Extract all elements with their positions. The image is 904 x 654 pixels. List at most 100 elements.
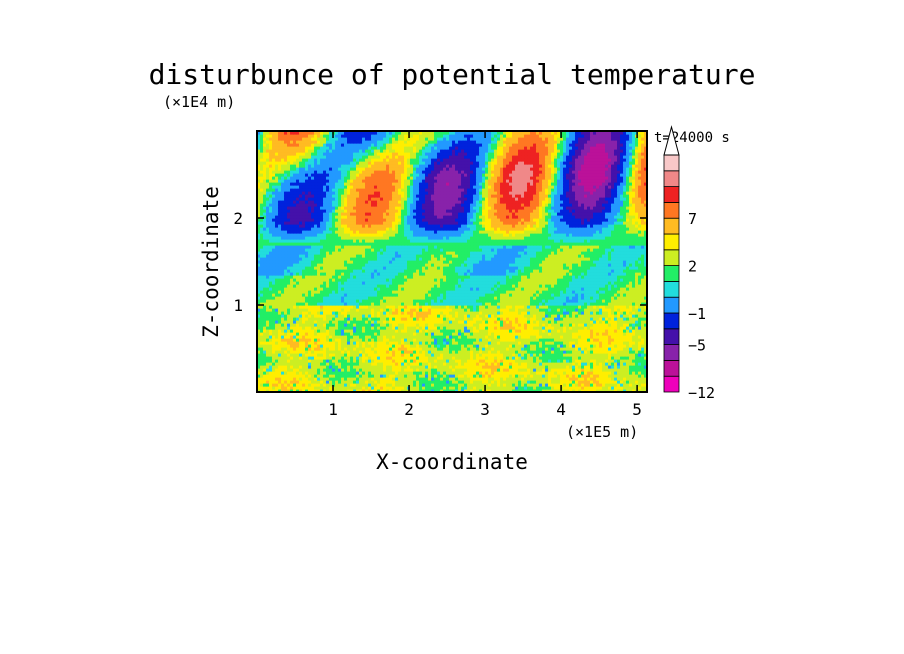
heatmap-cell bbox=[371, 314, 375, 318]
heatmap-cell bbox=[527, 290, 531, 294]
heatmap-cell bbox=[551, 347, 555, 351]
heatmap-cell bbox=[266, 338, 270, 342]
heatmap-cell bbox=[311, 353, 315, 357]
heatmap-cell bbox=[440, 278, 444, 282]
heatmap-cell bbox=[470, 338, 474, 342]
heatmap-cell bbox=[614, 347, 618, 351]
heatmap-cell bbox=[308, 275, 312, 279]
heatmap-cell bbox=[557, 332, 561, 336]
heatmap-cell bbox=[368, 344, 372, 348]
heatmap-cell bbox=[512, 323, 516, 327]
heatmap-cell bbox=[554, 287, 558, 291]
heatmap-cell bbox=[398, 377, 402, 381]
heatmap-cell bbox=[260, 302, 264, 306]
heatmap-cell bbox=[323, 302, 327, 306]
heatmap-cell bbox=[263, 380, 267, 384]
heatmap-cell bbox=[347, 302, 351, 306]
heatmap-cell bbox=[458, 359, 462, 363]
heatmap-cell bbox=[335, 377, 339, 381]
heatmap-cell bbox=[632, 386, 636, 390]
heatmap-cell bbox=[572, 305, 576, 309]
heatmap-cell bbox=[488, 335, 492, 339]
heatmap-cell bbox=[419, 302, 423, 306]
heatmap-cell bbox=[395, 362, 399, 366]
heatmap-cell bbox=[299, 371, 303, 375]
heatmap-cell bbox=[257, 353, 261, 357]
heatmap-cell bbox=[545, 332, 549, 336]
heatmap-cell bbox=[479, 326, 483, 330]
heatmap-cell bbox=[404, 359, 408, 363]
heatmap-cell bbox=[416, 365, 420, 369]
heatmap-cell bbox=[281, 383, 285, 387]
heatmap-cell bbox=[272, 347, 276, 351]
heatmap-cell bbox=[287, 284, 291, 288]
heatmap-cell bbox=[428, 353, 432, 357]
heatmap-cell bbox=[491, 383, 495, 387]
heatmap-cell bbox=[527, 314, 531, 318]
heatmap-cell bbox=[497, 305, 501, 309]
heatmap-cell bbox=[335, 341, 339, 345]
heatmap-cell bbox=[617, 299, 621, 303]
heatmap-cell bbox=[374, 323, 378, 327]
heatmap-cell bbox=[386, 308, 390, 312]
heatmap-cell bbox=[284, 278, 288, 282]
heatmap-cell bbox=[434, 356, 438, 360]
heatmap-cell bbox=[335, 389, 339, 392]
heatmap-cell bbox=[614, 314, 618, 318]
heatmap-cell bbox=[341, 341, 345, 345]
heatmap-cell bbox=[443, 299, 447, 303]
heatmap-cell bbox=[551, 383, 555, 387]
heatmap-cell bbox=[491, 320, 495, 324]
heatmap-cell bbox=[344, 374, 348, 378]
heatmap-cell bbox=[485, 347, 489, 351]
heatmap-cell bbox=[302, 290, 306, 294]
heatmap-cell bbox=[371, 386, 375, 390]
heatmap-cell bbox=[629, 377, 633, 381]
heatmap-cell bbox=[395, 284, 399, 288]
heatmap-cell bbox=[575, 374, 579, 378]
heatmap-cell bbox=[425, 386, 429, 390]
heatmap-cell bbox=[275, 374, 279, 378]
heatmap-cell bbox=[341, 371, 345, 375]
heatmap-cell bbox=[317, 299, 321, 303]
heatmap-cell bbox=[542, 305, 546, 309]
heatmap-cell bbox=[521, 302, 525, 306]
heatmap-cell bbox=[608, 320, 612, 324]
heatmap-cell bbox=[467, 380, 471, 384]
heatmap-cell bbox=[305, 323, 309, 327]
heatmap-cell bbox=[599, 317, 603, 321]
heatmap-cell bbox=[521, 278, 525, 282]
heatmap-cell bbox=[401, 344, 405, 348]
heatmap-cell bbox=[419, 341, 423, 345]
heatmap-cell bbox=[485, 323, 489, 327]
heatmap-cell bbox=[494, 287, 498, 291]
heatmap-cell bbox=[404, 311, 408, 315]
heatmap-cell bbox=[401, 314, 405, 318]
heatmap-cell bbox=[413, 311, 417, 315]
heatmap-cell bbox=[608, 371, 612, 375]
heatmap-cell bbox=[320, 275, 324, 279]
heatmap-cell bbox=[332, 332, 336, 336]
heatmap-cell bbox=[587, 281, 591, 285]
heatmap-cell bbox=[350, 326, 354, 330]
heatmap-cell bbox=[302, 329, 306, 333]
heatmap-cell bbox=[410, 305, 414, 309]
heatmap-cell bbox=[641, 293, 645, 297]
heatmap-cell bbox=[410, 317, 414, 321]
heatmap-cell bbox=[431, 287, 435, 291]
heatmap-cell bbox=[389, 323, 393, 327]
heatmap-cell bbox=[314, 284, 318, 288]
heatmap-cell bbox=[608, 383, 612, 387]
heatmap-cell bbox=[416, 386, 420, 390]
heatmap-cell bbox=[410, 326, 414, 330]
heatmap-cell bbox=[452, 368, 456, 372]
heatmap-cell bbox=[371, 389, 375, 392]
heatmap-cell bbox=[278, 305, 282, 309]
heatmap-cell bbox=[584, 338, 588, 342]
heatmap-cell bbox=[257, 371, 261, 375]
heatmap-cell bbox=[311, 365, 315, 369]
heatmap-cell bbox=[398, 353, 402, 357]
heatmap-cell bbox=[302, 371, 306, 375]
heatmap-cell bbox=[371, 323, 375, 327]
heatmap-cell bbox=[482, 347, 486, 351]
